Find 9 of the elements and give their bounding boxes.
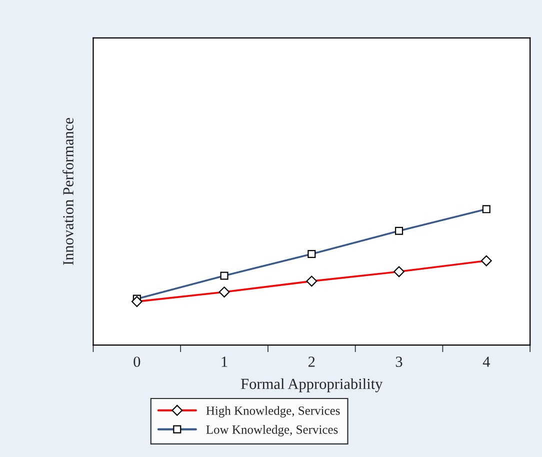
x-tick-label: 3 xyxy=(396,356,402,367)
y-axis-title: Innovation Performance xyxy=(62,118,74,265)
x-axis-title: Formal Appropriability xyxy=(241,378,383,392)
x-tick-label: 2 xyxy=(308,356,315,367)
legend-label: High Knowledge, Services xyxy=(206,406,340,418)
x-tick-label: 1 xyxy=(222,356,228,367)
legend-label: Low Knowledge, Services xyxy=(206,425,338,436)
x-tick-label: 4 xyxy=(482,356,490,367)
x-tick-label: 0 xyxy=(134,356,140,367)
